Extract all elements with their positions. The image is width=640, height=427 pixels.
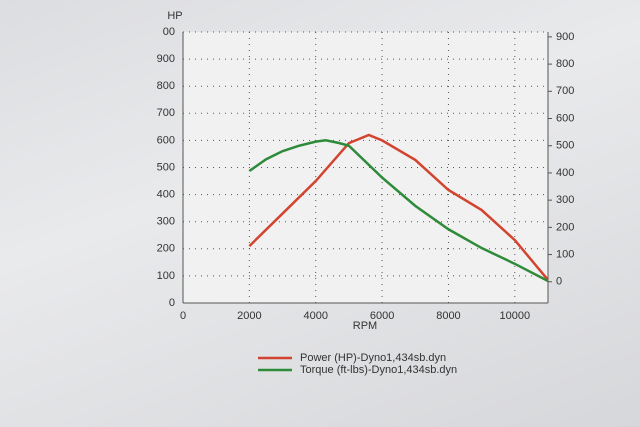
x-tick-label: 2000 [237,310,261,322]
data-line [248,133,549,281]
y2-tick-label: 800 [556,58,574,70]
y-tick-label: 500 [157,161,175,173]
y2-tick-label: 200 [556,221,574,233]
x-axis-label: RPM [353,320,377,332]
y-tick-label: 100 [157,270,175,282]
y2-tick-label: 400 [556,167,574,179]
x-tick-label: 8000 [436,310,460,322]
x-tick-label: 0 [180,310,186,322]
x-tick-label: 10000 [500,310,531,322]
legend-label: Torque (ft-lbs)-Dyno1,434sb.dyn [300,364,457,376]
y-tick-label: 600 [157,134,175,146]
legend-label: Power (HP)-Dyno1,434sb.dyn [300,352,446,364]
y-tick-label: 800 [157,80,175,92]
y-tick-label: 0 [169,297,175,309]
y-tick-label: 00 [163,26,175,38]
y-tick-label: 200 [157,243,175,255]
y2-tick-label: 900 [556,31,574,43]
x-tick-label: 6000 [370,310,394,322]
y2-tick-label: 500 [556,140,574,152]
y2-tick-label: 100 [556,248,574,260]
y-tick-label: 900 [157,53,175,65]
x-tick-label: 4000 [303,310,327,322]
y-tick-label: 400 [157,189,175,201]
data-line [248,139,549,283]
y2-tick-label: 0 [556,276,562,288]
y-tick-label: 300 [157,216,175,228]
y2-tick-label: 700 [556,85,574,97]
y2-tick-label: 600 [556,112,574,124]
y-axis-label: HP [167,10,182,22]
y-tick-label: 700 [157,107,175,119]
y2-tick-label: 300 [556,194,574,206]
